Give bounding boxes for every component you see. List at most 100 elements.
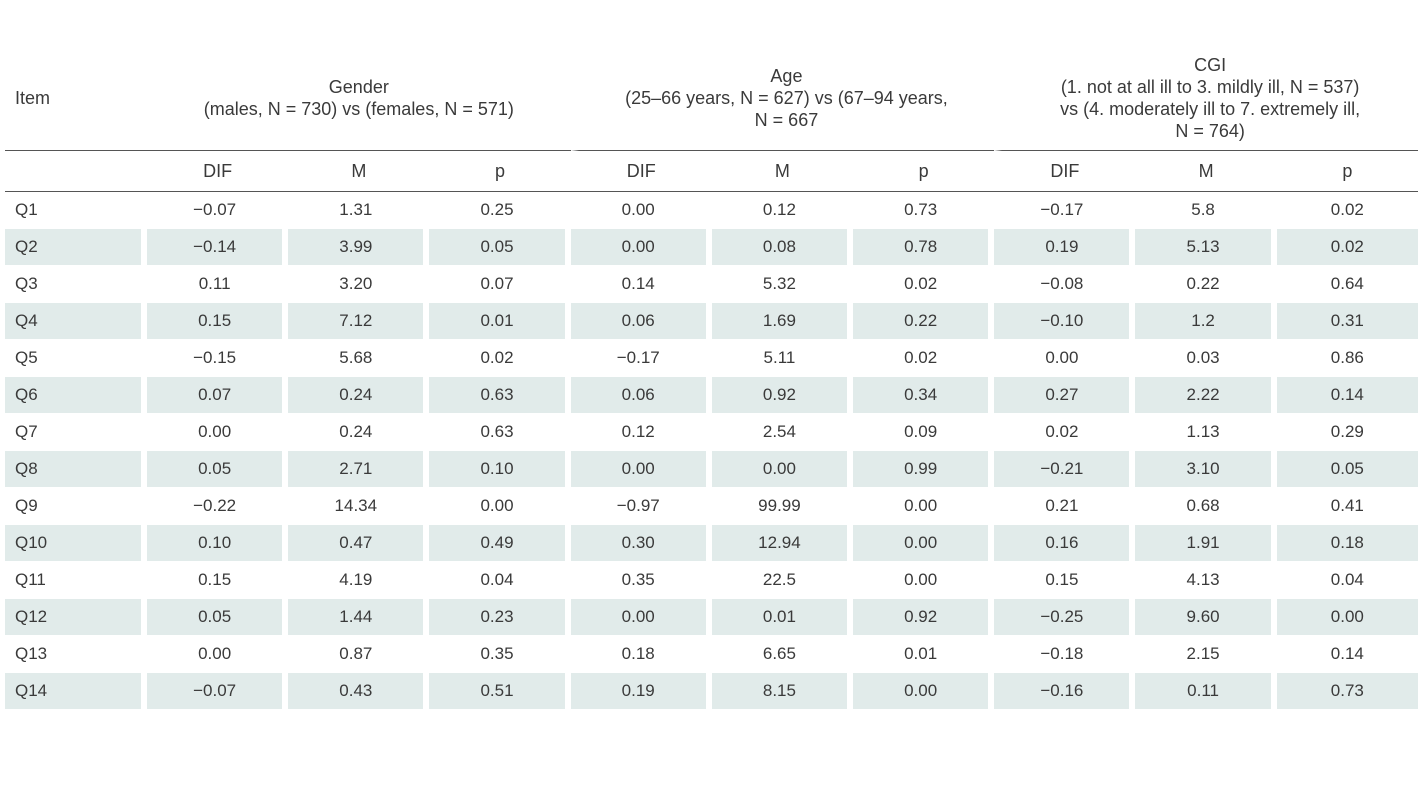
gender-m-cell: 0.24 [288,414,430,451]
cgi-p-cell: 0.14 [1276,377,1418,414]
cgi-dif-cell: 0.27 [994,377,1136,414]
cgi-dif-cell: −0.18 [994,636,1136,673]
cgi-dif-cell: 0.21 [994,488,1136,525]
gender-dif-cell: 0.07 [147,377,289,414]
age-p-cell: 0.00 [853,673,995,710]
cgi-p-cell: 0.02 [1276,229,1418,266]
cgi-m-cell: 0.68 [1135,488,1277,525]
cgi-group-title: CGI [1194,55,1227,75]
gender-m-cell: 1.31 [288,192,430,229]
cgi-p-cell: 0.64 [1276,266,1418,303]
item-cell: Q5 [5,340,148,377]
cgi-dif-cell: −0.25 [994,599,1136,636]
gender-p-cell: 0.01 [429,303,571,340]
gender-m-cell: 0.87 [288,636,430,673]
cgi-m-cell: 4.13 [1135,562,1277,599]
cgi-m-cell: 1.2 [1135,303,1277,340]
age-m-cell: 0.00 [711,451,854,488]
table-row: Q1 −0.07 1.31 0.25 0.00 0.12 0.73 −0.17 5.8 0.02 [5,192,1418,229]
item-cell: Q4 [5,303,148,340]
cgi-p-cell: 0.73 [1276,673,1418,710]
gender-p-cell: 0.35 [429,636,571,673]
table-row: Q2 −0.14 3.99 0.05 0.00 0.08 0.78 0.19 5.13 0.02 [5,229,1418,266]
gender-p-cell: 0.04 [429,562,571,599]
cgi-m-cell: 9.60 [1135,599,1277,636]
table-row: Q11 0.15 4.19 0.04 0.35 22.5 0.00 0.15 4.13 0.04 [5,562,1418,599]
age-dif-cell: 0.14 [570,266,712,303]
table-row: Q10 0.10 0.47 0.49 0.30 12.94 0.00 0.16 1.91 0.18 [5,525,1418,562]
table-row: Q4 0.15 7.12 0.01 0.06 1.69 0.22 −0.10 1.2 0.31 [5,303,1418,340]
item-cell: Q3 [5,266,148,303]
item-cell: Q14 [5,673,148,710]
gender-m-cell: 14.34 [288,488,430,525]
item-cell: Q9 [5,488,148,525]
cgi-m-cell: 0.03 [1135,340,1277,377]
age-m-cell: 0.01 [711,599,854,636]
table-row: Q13 0.00 0.87 0.35 0.18 6.65 0.01 −0.18 2.15 0.14 [5,636,1418,673]
age-m-cell: 1.69 [711,303,854,340]
gender-dif-cell: 0.10 [147,525,289,562]
gender-m-cell: 1.44 [288,599,430,636]
cgi-m-cell: 2.22 [1135,377,1277,414]
gender-m-cell: 3.20 [288,266,430,303]
cgi-group-detail-3: N = 764) [1175,121,1245,141]
table-row: Q6 0.07 0.24 0.63 0.06 0.92 0.34 0.27 2.22 0.14 [5,377,1418,414]
age-m-cell: 5.32 [711,266,854,303]
cgi-p-cell: 0.18 [1276,525,1418,562]
gender-dif-cell: 0.05 [147,599,289,636]
age-m-header: M [711,151,854,192]
cgi-dif-cell: 0.16 [994,525,1136,562]
cgi-p-cell: 0.00 [1276,599,1418,636]
age-dif-cell: 0.06 [570,377,712,414]
age-dif-cell: 0.30 [570,525,712,562]
age-group-header: Age (25–66 years, N = 627) vs (67–94 yea… [570,46,995,151]
cgi-dif-cell: −0.21 [994,451,1136,488]
cgi-dif-header: DIF [994,151,1136,192]
age-m-cell: 5.11 [711,340,854,377]
cgi-dif-cell: −0.16 [994,673,1136,710]
gender-dif-cell: 0.15 [147,303,289,340]
age-m-cell: 0.08 [711,229,854,266]
cgi-dif-cell: −0.08 [994,266,1136,303]
cgi-m-cell: 1.91 [1135,525,1277,562]
cgi-p-cell: 0.41 [1276,488,1418,525]
gender-p-cell: 0.02 [429,340,571,377]
cgi-m-cell: 5.13 [1135,229,1277,266]
item-cell: Q7 [5,414,148,451]
gender-p-cell: 0.23 [429,599,571,636]
cgi-p-cell: 0.86 [1276,340,1418,377]
item-cell: Q11 [5,562,148,599]
cgi-p-header: p [1276,151,1418,192]
age-p-cell: 0.00 [853,562,995,599]
age-p-header: p [853,151,995,192]
age-m-cell: 8.15 [711,673,854,710]
gender-p-cell: 0.00 [429,488,571,525]
age-p-cell: 0.09 [853,414,995,451]
gender-dif-cell: −0.07 [147,673,289,710]
item-cell: Q2 [5,229,148,266]
age-dif-cell: 0.12 [570,414,712,451]
age-m-cell: 99.99 [711,488,854,525]
gender-p-cell: 0.05 [429,229,571,266]
age-p-cell: 0.92 [853,599,995,636]
cgi-m-cell: 1.13 [1135,414,1277,451]
gender-dif-cell: −0.07 [147,192,289,229]
age-p-cell: 0.01 [853,636,995,673]
age-group-title: Age [770,66,803,86]
gender-m-header: M [288,151,430,192]
gender-dif-cell: 0.15 [147,562,289,599]
age-p-cell: 0.00 [853,525,995,562]
gender-p-cell: 0.63 [429,414,571,451]
age-m-cell: 6.65 [711,636,854,673]
age-p-cell: 0.34 [853,377,995,414]
table-row: Q7 0.00 0.24 0.63 0.12 2.54 0.09 0.02 1.13 0.29 [5,414,1418,451]
cgi-dif-cell: 0.02 [994,414,1136,451]
gender-m-cell: 5.68 [288,340,430,377]
gender-dif-cell: 0.00 [147,636,289,673]
gender-p-cell: 0.10 [429,451,571,488]
gender-m-cell: 2.71 [288,451,430,488]
cgi-p-cell: 0.31 [1276,303,1418,340]
age-group-detail-2: N = 667 [754,110,819,130]
item-cell: Q8 [5,451,148,488]
